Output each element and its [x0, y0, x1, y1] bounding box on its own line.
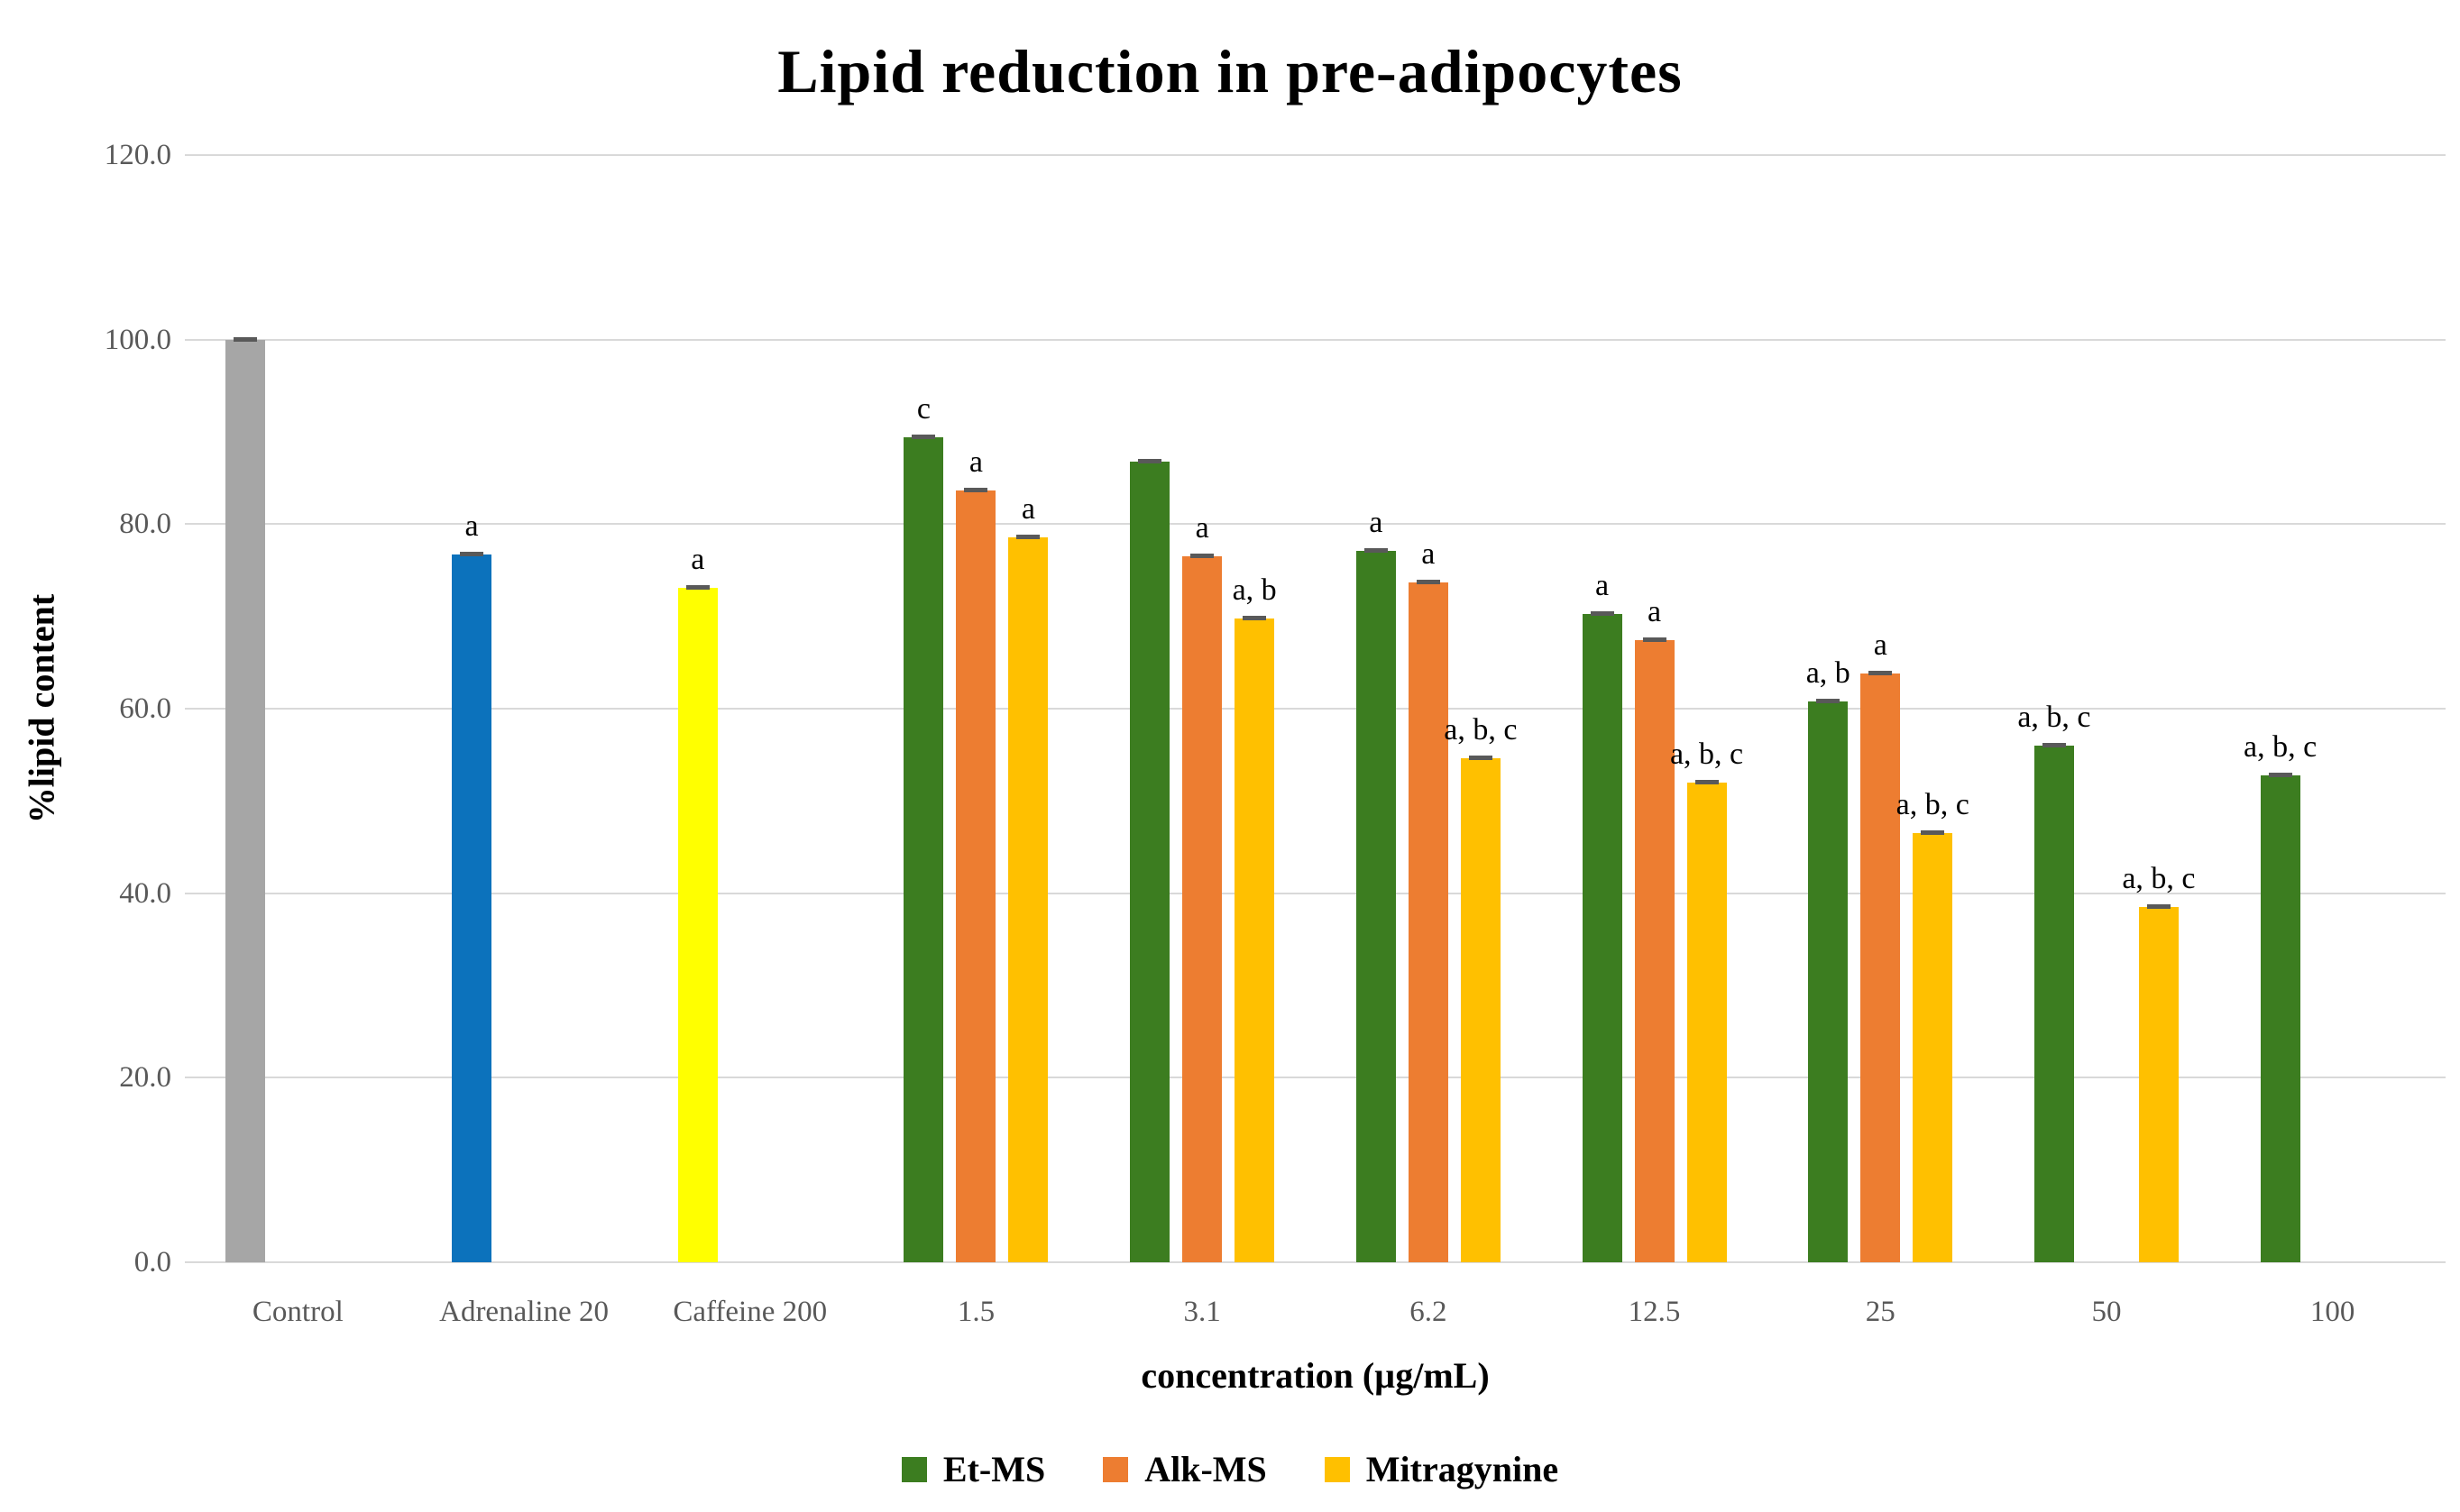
x-tick-label: 50 — [2091, 1296, 2122, 1328]
y-tick-label: 80.0 — [119, 508, 171, 541]
significance-label: a — [1648, 595, 1662, 629]
bar-alk-ms-12.5 — [1634, 640, 1675, 1262]
error-bar-cap — [1468, 756, 1492, 761]
significance-label: a, b, c — [1895, 788, 1969, 822]
chart-title: Lipid reduction in pre-adipocytes — [777, 37, 1683, 105]
legend-label: Mitragynine — [1365, 1449, 1559, 1489]
y-tick-label: 120.0 — [104, 139, 171, 171]
legend-label: Et-MS — [942, 1449, 1046, 1489]
x-tick-label: 3.1 — [1183, 1296, 1221, 1328]
significance-label: a, b, c — [1669, 737, 1744, 771]
x-tick-label: Caffeine 200 — [673, 1296, 828, 1328]
x-tick-label: 100 — [2309, 1296, 2355, 1328]
bar-et-ms-caffeine-200 — [677, 587, 718, 1262]
bar-mitragynine-12.5 — [1686, 782, 1727, 1262]
significance-label: a — [464, 509, 479, 544]
legend-item-mitragynine: Mitragynine — [1324, 1448, 1559, 1490]
error-bar-cap — [2146, 904, 2171, 910]
bar-et-ms-100 — [2260, 774, 2300, 1262]
y-tick-label: 40.0 — [119, 876, 171, 910]
bar-et-ms-50 — [2033, 745, 2074, 1262]
x-tick-label: Control — [252, 1296, 344, 1328]
y-tick-label: 20.0 — [119, 1061, 171, 1095]
significance-label: a — [968, 445, 983, 480]
y-tick-label: 60.0 — [119, 692, 171, 725]
significance-label: a — [1021, 491, 1035, 526]
gridline — [185, 154, 2446, 156]
significance-label: a — [1873, 628, 1887, 663]
bar-et-ms-6.2 — [1355, 551, 1396, 1262]
error-bar-cap — [1921, 830, 1945, 836]
gridline — [185, 523, 2446, 526]
error-bar-cap — [234, 336, 258, 342]
error-bar-cap — [964, 488, 988, 493]
significance-label: a, b, c — [2244, 729, 2318, 764]
error-bar-cap — [1694, 779, 1719, 784]
x-tick-label: 25 — [1865, 1296, 1895, 1328]
error-bar-cap — [685, 584, 710, 590]
error-bar-cap — [2268, 772, 2292, 777]
error-bar-cap — [2042, 742, 2066, 747]
significance-label: a — [1195, 511, 1209, 545]
significance-label: a, b — [1805, 655, 1850, 690]
gridline — [185, 1261, 2446, 1263]
bar-et-ms-3.1 — [1130, 461, 1170, 1262]
error-bar-cap — [1816, 698, 1840, 703]
error-bar-cap — [912, 435, 936, 440]
significance-label: a — [1595, 568, 1610, 602]
bar-mitragynine-6.2 — [1460, 758, 1501, 1262]
x-tick-label: 12.5 — [1628, 1296, 1681, 1328]
x-tick-label: 1.5 — [957, 1296, 996, 1328]
bar-mitragynine-50 — [2138, 907, 2179, 1262]
bar-et-ms-25 — [1808, 701, 1849, 1262]
error-bar-cap — [1416, 579, 1440, 584]
significance-label: a — [1421, 536, 1436, 571]
y-tick-label: 0.0 — [133, 1246, 171, 1278]
bar-alk-ms-1.5 — [956, 490, 996, 1262]
legend-swatch — [901, 1456, 927, 1482]
significance-label: a — [691, 542, 705, 576]
gridline — [185, 892, 2446, 894]
error-bar-cap — [1590, 610, 1614, 616]
bar-et-ms-adrenaline-20 — [452, 554, 492, 1262]
plot-area: a a c a a a a, b a a a, b, c a a a, b, c a, b a a, b, c… — [185, 154, 2446, 1263]
y-tick-label: 100.0 — [104, 323, 171, 356]
error-bar-cap — [460, 552, 484, 557]
bar-mitragynine-3.1 — [1235, 618, 1275, 1262]
bar-et-ms-12.5 — [1582, 613, 1622, 1262]
gridline — [185, 708, 2446, 710]
significance-label: a, b, c — [2122, 862, 2196, 896]
gridline — [185, 338, 2446, 341]
error-bar-cap — [1138, 458, 1162, 463]
x-axis-title: concentration (µg/mL) — [1141, 1355, 1490, 1396]
bar-et-ms-control — [225, 339, 266, 1262]
bar-mitragynine-25 — [1913, 833, 1953, 1262]
legend-swatch — [1324, 1456, 1350, 1482]
legend-label: Alk-MS — [1144, 1449, 1267, 1489]
bar-alk-ms-25 — [1860, 674, 1901, 1262]
error-bar-cap — [1642, 637, 1666, 643]
significance-label: c — [916, 392, 931, 426]
legend-item-et-ms: Et-MS — [901, 1448, 1046, 1490]
error-bar-cap — [1243, 615, 1267, 620]
gridline — [185, 1077, 2446, 1079]
error-bar-cap — [1016, 534, 1041, 539]
error-bar-cap — [1868, 671, 1893, 676]
bar-alk-ms-6.2 — [1408, 582, 1448, 1262]
bar-mitragynine-1.5 — [1008, 536, 1049, 1262]
significance-label: a, b, c — [1444, 713, 1518, 747]
error-bar-cap — [1363, 548, 1388, 553]
significance-label: a, b, c — [2017, 700, 2091, 734]
legend-swatch — [1103, 1456, 1129, 1482]
error-bar-cap — [1190, 554, 1215, 559]
bar-alk-ms-3.1 — [1182, 556, 1223, 1262]
significance-label: a, b — [1232, 573, 1277, 607]
legend-item-alk-ms: Alk-MS — [1103, 1448, 1267, 1490]
x-tick-label: 6.2 — [1409, 1296, 1447, 1328]
legend: Et-MS Alk-MS Mitragynine — [0, 1448, 2460, 1490]
bar-et-ms-1.5 — [904, 437, 944, 1262]
significance-label: a — [1369, 506, 1383, 539]
x-tick-label: Adrenaline 20 — [439, 1296, 609, 1328]
